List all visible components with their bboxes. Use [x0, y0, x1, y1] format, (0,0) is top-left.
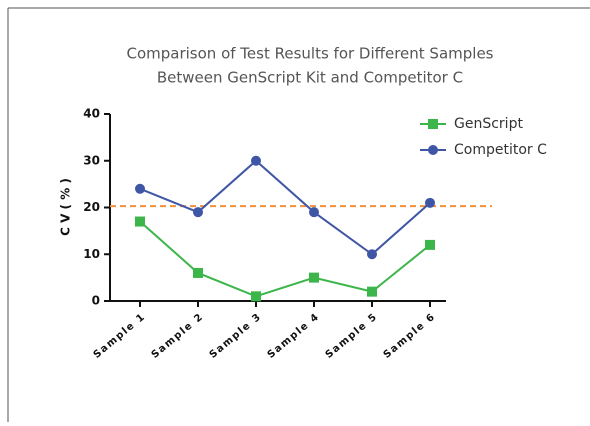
x-tick-label: Sample 3	[208, 311, 264, 361]
y-tick-label: 40	[83, 107, 100, 121]
data-point	[135, 183, 145, 194]
y-tick-label: 0	[92, 294, 100, 308]
legend-marker	[428, 145, 438, 155]
y-tick-label: 10	[83, 247, 100, 261]
data-point	[193, 207, 203, 218]
x-tick-label: Sample 5	[324, 311, 380, 361]
series-line	[139, 159, 431, 256]
series-line	[139, 220, 431, 298]
legend-label: GenScript	[454, 116, 523, 132]
data-point	[309, 207, 319, 218]
x-tick-label: Sample 6	[382, 311, 438, 361]
y-tick-label: 30	[83, 153, 100, 167]
legend-marker	[428, 119, 438, 129]
x-tick-label: Sample 4	[266, 311, 322, 361]
x-tick-label: Sample 1	[92, 311, 148, 361]
data-point	[135, 216, 145, 227]
y-tick-label: 20	[83, 200, 100, 214]
data-point	[425, 197, 435, 208]
chart-title: Comparison of Test Results for Different…	[127, 45, 494, 63]
data-point	[251, 155, 261, 166]
data-point	[251, 291, 261, 302]
data-point	[309, 272, 319, 283]
x-tick-label: Sample 2	[150, 311, 206, 361]
data-point	[367, 249, 377, 260]
chart-title: Between GenScript Kit and Competitor C	[157, 69, 463, 87]
legend-label: Competitor C	[454, 142, 547, 158]
y-axis-label: C V ( % )	[59, 178, 73, 236]
data-point	[193, 267, 203, 278]
data-point	[367, 286, 377, 297]
data-point	[425, 239, 435, 250]
